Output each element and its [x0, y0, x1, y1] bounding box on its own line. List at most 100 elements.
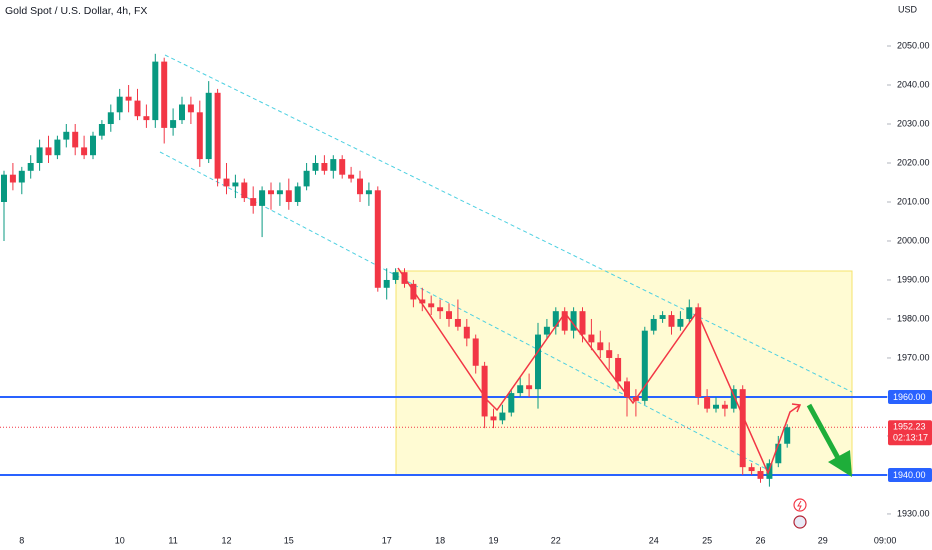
- candle-body: [125, 96, 132, 101]
- x-tick-label: 19: [488, 535, 498, 545]
- y-tick-label: 1980.00: [897, 313, 930, 323]
- zigzag-arrowhead: [791, 403, 802, 413]
- y-tick-label: 2030.00: [897, 118, 930, 128]
- candle-body: [179, 104, 185, 121]
- x-tick-label: 09:00: [874, 535, 897, 545]
- channel-upper: [164, 54, 853, 393]
- candle-body: [348, 174, 355, 179]
- candle-body: [597, 342, 604, 351]
- candle-body: [472, 338, 479, 366]
- candle-body: [18, 170, 25, 183]
- currency-label: USD: [898, 4, 918, 14]
- candle-body: [250, 198, 257, 206]
- candle-body: [463, 326, 470, 339]
- candle-body: [695, 307, 702, 397]
- x-tick-label: 12: [221, 535, 231, 545]
- candle-body: [392, 272, 399, 280]
- candle-body: [214, 92, 221, 179]
- price-line-label: 1960.00: [893, 392, 926, 402]
- x-tick-label: 10: [115, 535, 125, 545]
- x-tick-label: 25: [702, 535, 712, 545]
- candle-body: [170, 120, 177, 128]
- y-tick-label: 1970.00: [897, 352, 930, 362]
- countdown-label: 02:13:17: [893, 433, 928, 443]
- zigzag-path: [397, 267, 801, 476]
- candle-body: [730, 389, 737, 409]
- candle-body: [748, 467, 755, 472]
- candle-body: [481, 365, 488, 417]
- candle-body: [446, 311, 452, 319]
- candle-body: [570, 311, 577, 331]
- candle-body: [641, 330, 648, 401]
- candle-body: [739, 389, 746, 468]
- event-icon[interactable]: [793, 498, 807, 512]
- candle-body: [508, 393, 515, 413]
- candle-body: [437, 307, 444, 312]
- candle-body: [45, 147, 52, 156]
- candle-body: [223, 178, 230, 187]
- y-tick-label: 2010.00: [897, 196, 930, 206]
- price-lines: [0, 395, 887, 476]
- candle-body: [713, 404, 719, 409]
- candle-body: [561, 311, 568, 331]
- candle-body: [668, 315, 675, 327]
- x-tick-label: 22: [551, 535, 561, 545]
- candle-body: [784, 427, 791, 444]
- price-axis: 1930.001940.001950.001960.001970.001980.…: [19, 40, 932, 545]
- candle-body: [588, 334, 595, 343]
- candle-body: [606, 350, 613, 358]
- y-tick-label: 2000.00: [897, 235, 930, 245]
- event-icon-bolt: [797, 500, 802, 511]
- price-line-label: 1940.00: [893, 470, 926, 480]
- candle-body: [90, 135, 96, 156]
- us-flag-icon[interactable]: [793, 515, 807, 529]
- candle-body: [1, 174, 7, 202]
- candle-body: [543, 326, 550, 335]
- candle-body: [116, 96, 123, 113]
- candle-body: [535, 334, 541, 390]
- drawings-back: [159, 54, 853, 476]
- candle-body: [757, 471, 764, 479]
- candle-body: [659, 315, 666, 319]
- candle-body: [490, 416, 497, 421]
- candle-body: [98, 124, 105, 136]
- x-tick-label: 26: [755, 535, 765, 545]
- candle-body: [419, 299, 426, 304]
- candle-body: [303, 170, 310, 187]
- candle-body: [276, 190, 283, 195]
- x-tick-label: 11: [168, 535, 177, 545]
- candle-body: [552, 311, 559, 327]
- x-tick-label: 15: [284, 535, 294, 545]
- candle-body: [294, 186, 301, 202]
- candle-body: [339, 159, 346, 175]
- green-arrow-shaft: [806, 403, 841, 460]
- candle-body: [321, 162, 328, 171]
- candle-body: [374, 190, 381, 288]
- candle-body: [81, 147, 88, 156]
- candle-body: [205, 92, 212, 160]
- candle-body: [54, 139, 61, 156]
- candle-body: [36, 147, 43, 163]
- price-line-tag: [888, 467, 932, 482]
- candle-body: [107, 112, 114, 125]
- candle-body: [365, 190, 372, 195]
- candle-body: [579, 311, 586, 335]
- price-line-tag: [888, 389, 932, 404]
- green-arrow-head: [828, 450, 852, 477]
- candle-body: [268, 190, 274, 195]
- candle-body: [187, 104, 194, 113]
- candle-body: [615, 357, 622, 382]
- candle-body: [285, 190, 292, 202]
- x-tick-label: 29: [818, 535, 828, 545]
- candles: [1, 53, 791, 487]
- last-price-tag: [888, 420, 932, 446]
- candle-body: [9, 174, 16, 183]
- last-price-label: 1952.23: [893, 422, 926, 432]
- drawings-front: [397, 267, 852, 529]
- candle-body: [721, 404, 728, 409]
- y-tick-label: 1930.00: [897, 508, 930, 518]
- candle-body: [330, 159, 337, 171]
- candle-body: [650, 318, 657, 331]
- candle-body: [63, 131, 70, 140]
